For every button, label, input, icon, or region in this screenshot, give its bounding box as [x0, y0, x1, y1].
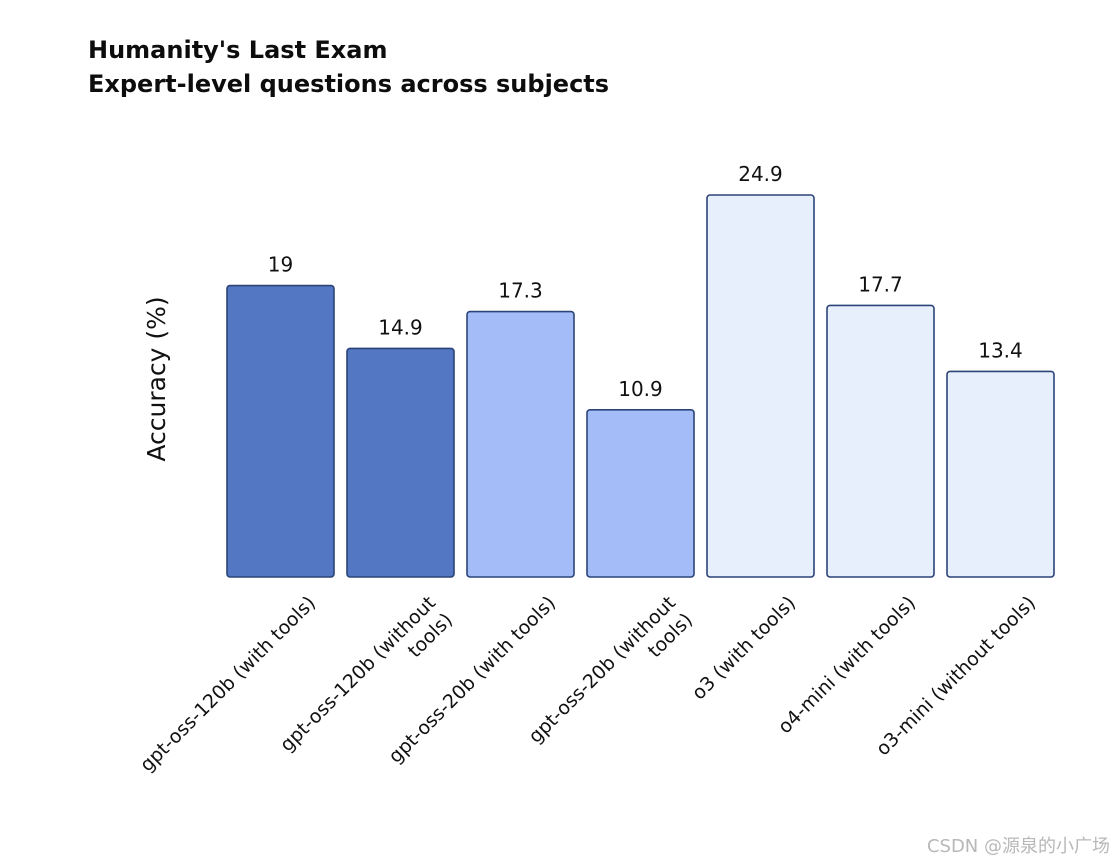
- bar-value-label-0: 19: [268, 253, 293, 277]
- chart-title: Humanity's Last Exam: [88, 36, 388, 64]
- value-labels-group: 19 14.9 17.3 10.9 24.9 17.7 13.4: [268, 162, 1023, 401]
- bar-value-label-1: 14.9: [378, 315, 423, 339]
- bar-0: [226, 284, 335, 578]
- bar-3: [586, 408, 695, 578]
- chart-subtitle: Expert-level questions across subjects: [88, 70, 610, 98]
- bar-value-label-3: 10.9: [618, 377, 663, 401]
- bar-value-label-2: 17.3: [498, 279, 543, 303]
- bar-6: [946, 370, 1055, 578]
- watermark: CSDN @源泉的小广场: [926, 836, 1110, 857]
- bar-value-label-5: 17.7: [858, 272, 903, 296]
- bar-1: [346, 347, 455, 578]
- bar-2: [466, 310, 575, 578]
- x-tick-label-line: o4-mini (with tools): [774, 592, 920, 738]
- chart-title-block: Humanity's Last Exam Expert-level questi…: [88, 33, 609, 101]
- x-tick-label-3: gpt-oss-20b (withouttools): [524, 592, 697, 765]
- x-tick-label-5: o4-mini (with tools): [774, 592, 920, 738]
- x-tick-labels-group: gpt-oss-120b (with tools)gpt-oss-120b (w…: [136, 592, 1040, 776]
- x-tick-label-line: o3 (with tools): [688, 592, 800, 704]
- bar-value-label-6: 13.4: [978, 338, 1023, 362]
- bar-value-label-4: 24.9: [738, 162, 783, 186]
- bar-4: [706, 194, 815, 578]
- y-axis-label: Accuracy (%): [142, 296, 171, 461]
- bars-group: [226, 194, 1055, 578]
- bar-5: [826, 304, 935, 578]
- x-tick-label-4: o3 (with tools): [688, 592, 800, 704]
